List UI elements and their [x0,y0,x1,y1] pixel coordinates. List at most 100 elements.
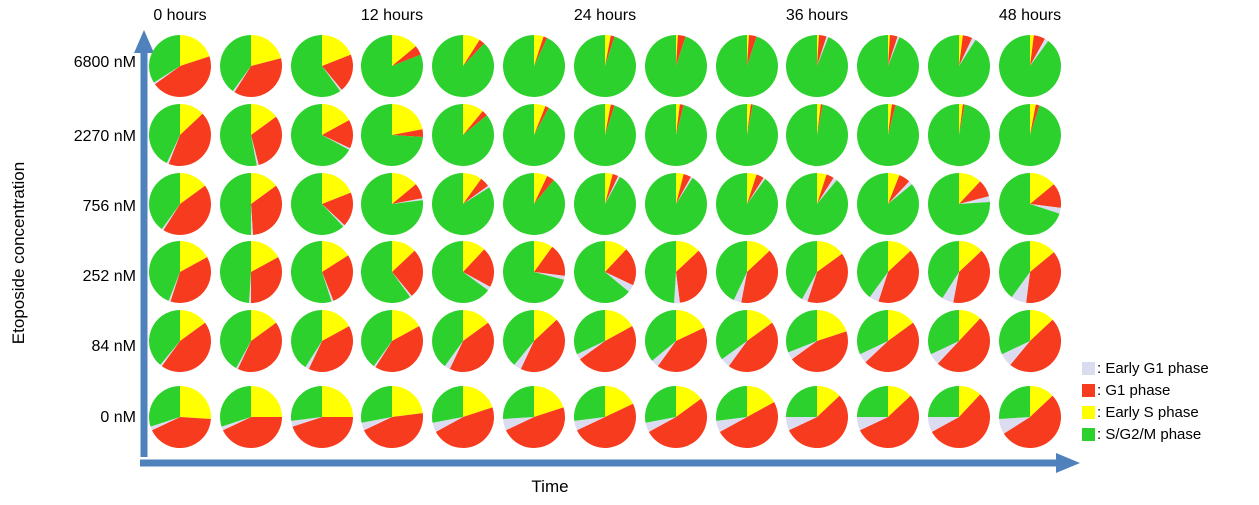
pie-slice-early_g1 [514,341,534,370]
pie-slice-early_s [251,104,277,135]
pie-slice-g1 [435,407,494,448]
y-axis-title-wrap: Etoposide concentration [0,0,38,505]
pie-slice-s_g2_m [291,241,332,303]
pie-slice-s_g2_m [432,35,494,97]
pie-slice-s_g2_m [928,35,990,97]
pie-slice-early_s [817,310,847,341]
pie-slice-g1 [959,104,965,135]
pie-slice-g1 [676,173,691,204]
pie-slice-g1 [719,402,778,448]
pie-slice-early_g1 [150,417,180,431]
pie-slice-g1 [605,35,615,66]
pie-252nM-28h [645,241,707,303]
pie-slice-g1 [363,413,423,448]
pie-slice-s_g2_m [574,386,605,421]
pie-slice-early_s [1030,173,1054,204]
pie-slice-early_g1 [392,198,423,204]
pie-slice-early_g1 [674,272,680,303]
pie-slice-early_g1 [305,341,322,370]
y-tick-label: 84 nM [91,338,136,355]
pie-slice-g1 [648,398,707,448]
legend-swatch-early_g1 [1082,361,1095,375]
pie-slice-early_s [463,386,493,417]
pie-0nM-16h [432,386,494,448]
pie-6800nM-0h [149,35,211,97]
pie-slice-early_s [180,35,210,66]
pie-slice-early_g1 [928,417,959,432]
pie-slice-early_g1 [168,272,180,302]
pie-slice-early_g1 [574,417,605,431]
pie-slice-early_s [322,35,351,66]
pie-slice-early_s [817,104,821,135]
pie-slice-s_g2_m [291,104,350,166]
pie-slice-g1 [791,331,848,372]
pie-slice-early_s [322,104,350,135]
pie-0nM-20h [503,386,565,448]
pie-slice-s_g2_m [786,104,848,166]
pie-slice-s_g2_m [291,35,341,97]
pie-6800nM-44h [928,35,990,97]
pie-0nM-44h [928,386,990,448]
pie-252nM-24h [574,241,636,303]
pie-slice-early_s [463,104,483,135]
pie-slice-s_g2_m [716,241,747,301]
pie-slice-g1 [534,175,554,204]
pie-slice-early_s [463,173,482,204]
pie-2270nM-16h [432,104,494,166]
pie-slice-g1 [151,417,211,448]
pie-slice-early_s [676,386,702,417]
pie-slice-g1 [1010,319,1061,372]
pie-slice-early_s [959,104,963,135]
pie-slice-s_g2_m [574,35,636,97]
pie-6800nM-28h [645,35,707,97]
pie-slice-g1 [741,250,778,303]
pie-84nM-8h [291,310,353,372]
pie-slice-early_s [605,241,627,272]
pie-slice-early_g1 [251,204,253,235]
pie-slice-early_s [251,35,282,66]
pie-slice-early_g1 [576,341,605,360]
pie-slice-s_g2_m [220,173,251,235]
pie-slice-early_s [392,241,415,272]
pie-6800nM-36h [786,35,848,97]
pie-slice-s_g2_m [645,241,676,303]
y-tick-label: 756 nM [82,198,136,215]
pie-slice-early_s [888,104,892,135]
pie-slice-s_g2_m [574,241,629,303]
pie-slice-g1 [392,184,423,204]
pie-slice-early_s [180,386,211,419]
x-tick-label: 24 hours [573,7,637,24]
x-tick-label: 48 hours [998,7,1062,24]
pie-6800nM-8h [291,35,353,97]
pie-slice-early_s [322,241,349,272]
pie-slice-g1 [888,104,896,135]
pie-slice-g1 [676,35,686,66]
pie-slice-early_g1 [652,341,676,367]
pie-slice-early_s [1030,310,1053,341]
pie-slice-s_g2_m [928,241,959,299]
pie-slice-early_s [534,173,548,204]
pie-slice-early_s [180,241,208,272]
pie-slice-early_s [605,173,613,204]
pie-slice-early_s [817,386,840,417]
pie-slice-early_g1 [361,417,392,431]
pie-84nM-40h [857,310,919,372]
pie-slice-early_g1 [869,272,888,302]
legend-label: : G1 phase [1097,381,1171,399]
legend-swatch-s_g2_m [1082,427,1095,441]
pie-slice-early_g1 [322,135,351,150]
pie-slice-early_s [392,35,416,66]
pie-6800nM-4h [220,35,282,97]
pie-slice-s_g2_m [716,173,778,235]
pie-slice-early_s [1030,104,1036,135]
pie-slice-early_g1 [817,177,837,204]
pie-84nM-48h [999,310,1061,372]
pie-slice-early_g1 [888,181,912,204]
pie-slice-s_g2_m [361,173,423,235]
pie-2270nM-4h [220,104,282,166]
pie-slice-early_s [392,310,420,341]
pie-slice-s_g2_m [645,386,676,423]
pie-slice-early_s [676,241,699,272]
pie-slice-s_g2_m [149,173,180,230]
pie-slice-early_g1 [392,272,412,298]
